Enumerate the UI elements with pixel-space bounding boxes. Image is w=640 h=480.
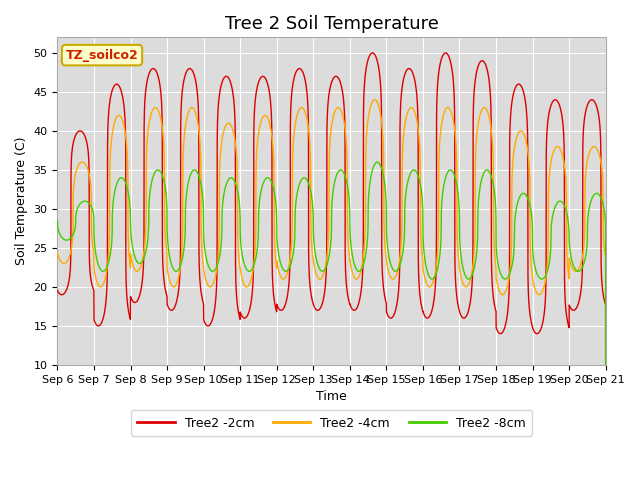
X-axis label: Time: Time <box>316 390 347 403</box>
Legend: Tree2 -2cm, Tree2 -4cm, Tree2 -8cm: Tree2 -2cm, Tree2 -4cm, Tree2 -8cm <box>131 410 532 436</box>
Title: Tree 2 Soil Temperature: Tree 2 Soil Temperature <box>225 15 438 33</box>
Y-axis label: Soil Temperature (C): Soil Temperature (C) <box>15 137 28 265</box>
Text: TZ_soilco2: TZ_soilco2 <box>66 48 138 61</box>
